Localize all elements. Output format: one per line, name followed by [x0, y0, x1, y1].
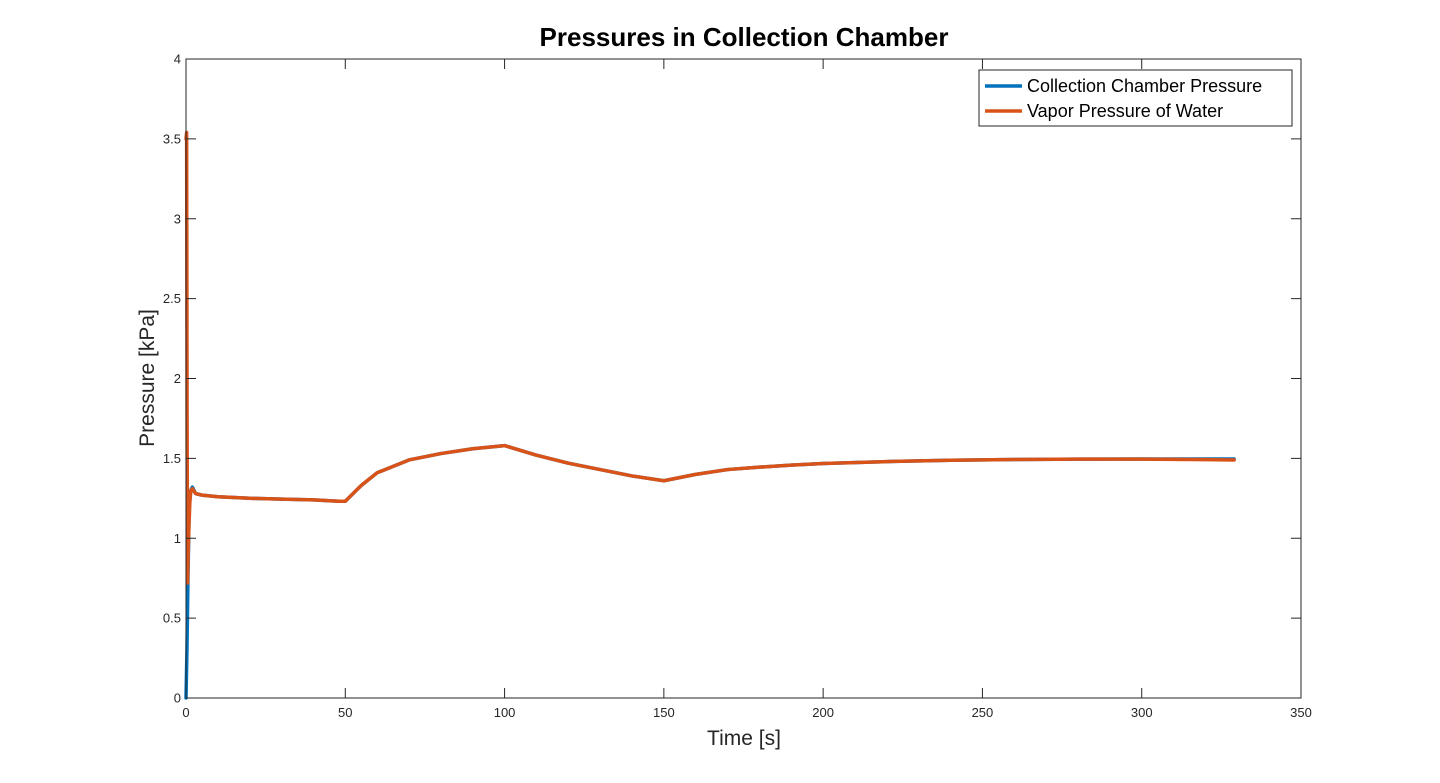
x-tick-label: 100 [494, 705, 516, 720]
y-axis: 0 0.5 1 1.5 2 2.5 3 3.5 4 [163, 52, 1301, 706]
y-tick-label: 1.5 [163, 451, 181, 466]
legend-box [978, 69, 1293, 127]
y-axis-label: Pressure [kPa] [136, 309, 159, 447]
legend-label-2: Vapor Pressure of Water [1027, 101, 1223, 121]
legend: Collection Chamber Pressure Vapor Pressur… [978, 69, 1293, 127]
y-tick-label: 4 [174, 52, 181, 67]
x-tick-label: 250 [972, 705, 994, 720]
x-tick-label: 300 [1131, 705, 1153, 720]
x-tick-label: 50 [338, 705, 352, 720]
y-tick-label: 0.5 [163, 611, 181, 626]
y-tick-label: 1 [174, 531, 181, 546]
y-tick-label: 0 [174, 691, 181, 706]
series-line-2 [184, 130, 1236, 585]
x-tick-label: 200 [812, 705, 834, 720]
x-tick-label: 0 [182, 705, 189, 720]
y-tick-label: 3 [174, 211, 181, 226]
y-tick-label: 3.5 [163, 131, 181, 146]
x-axis: 0 50 100 150 200 250 300 350 [182, 59, 1312, 720]
x-axis-label: Time [s] [707, 727, 781, 750]
chart-title: Pressures in Collection Chamber [540, 22, 949, 52]
x-tick-label: 350 [1290, 705, 1312, 720]
plot-series-layer [184, 130, 1236, 700]
x-tick-label: 150 [653, 705, 675, 720]
y-tick-label: 2.5 [163, 291, 181, 306]
y-tick-label: 2 [174, 371, 181, 386]
legend-label-1: Collection Chamber Pressure [1027, 76, 1262, 96]
